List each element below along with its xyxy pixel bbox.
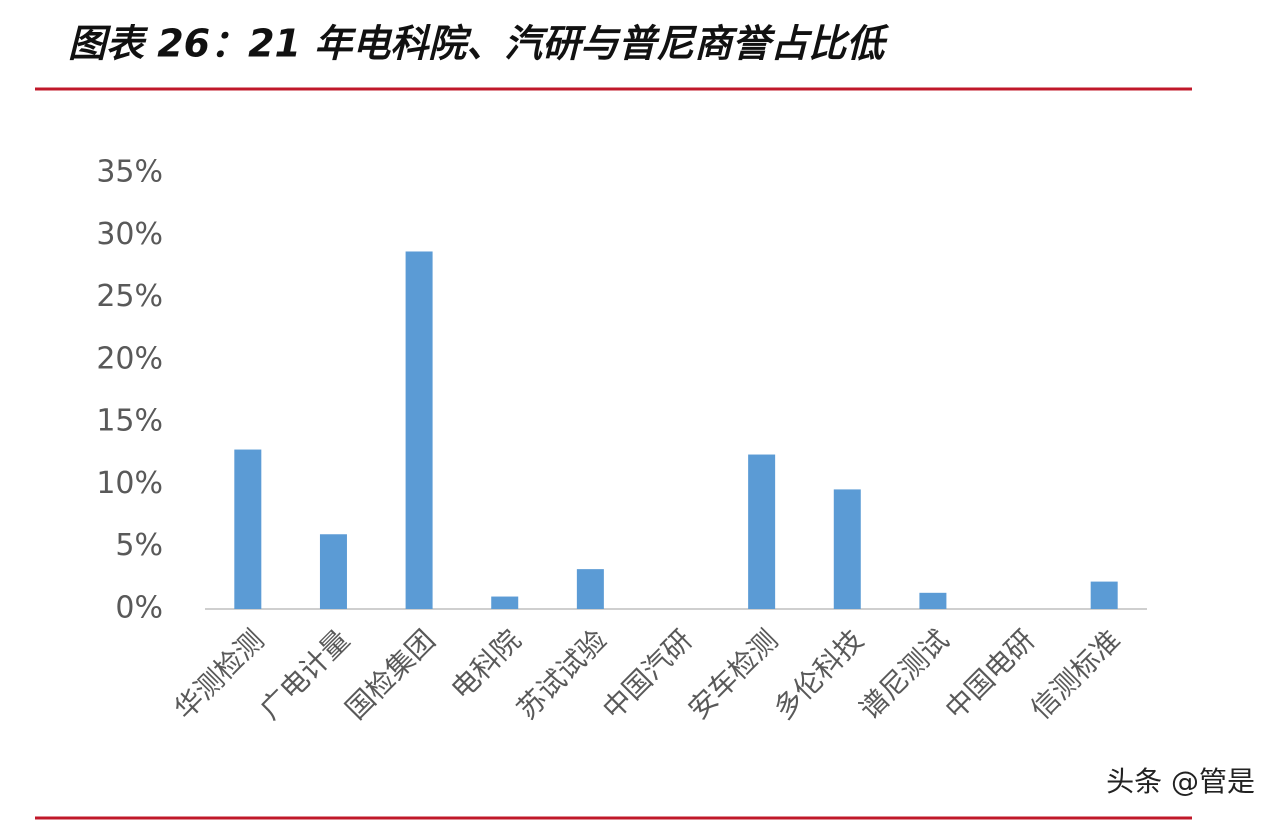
x-tick-label: 多伦科技 (767, 623, 870, 726)
y-tick-label: 30% (96, 217, 163, 252)
x-tick-label: 华测检测 (168, 623, 271, 726)
x-tick-label: 国检集团 (339, 623, 442, 726)
x-tick-label: 信测标准 (1024, 623, 1127, 726)
y-tick-label: 20% (96, 341, 163, 376)
x-tick-label: 苏试试验 (510, 623, 613, 726)
y-tick-label: 35% (96, 155, 163, 190)
x-tick-label: 广电计量 (254, 623, 357, 726)
y-tick-label: 25% (96, 279, 163, 314)
bar (919, 592, 947, 609)
x-tick-label: 电科院 (445, 623, 528, 706)
watermark: 头条 @管是 (1106, 765, 1255, 798)
x-tick-label: 谱尼测试 (853, 623, 956, 726)
bar (491, 596, 519, 609)
bar (748, 454, 776, 609)
bar (234, 449, 262, 609)
x-tick-label: 中国电研 (939, 623, 1042, 726)
bar (319, 534, 347, 609)
chart-title: 图表 26：21 年电科院、汽研与普尼商誉占比低 (68, 22, 889, 66)
x-tick-label: 安车检测 (682, 623, 785, 726)
bar (576, 569, 604, 609)
y-tick-label: 5% (115, 528, 163, 563)
x-tick-label: 中国汽研 (596, 623, 699, 726)
y-tick-label: 10% (96, 466, 163, 501)
y-tick-label: 15% (96, 404, 163, 439)
bar (405, 251, 433, 610)
bar (833, 489, 861, 609)
y-tick-label: 0% (115, 591, 163, 626)
bar (1090, 581, 1118, 609)
